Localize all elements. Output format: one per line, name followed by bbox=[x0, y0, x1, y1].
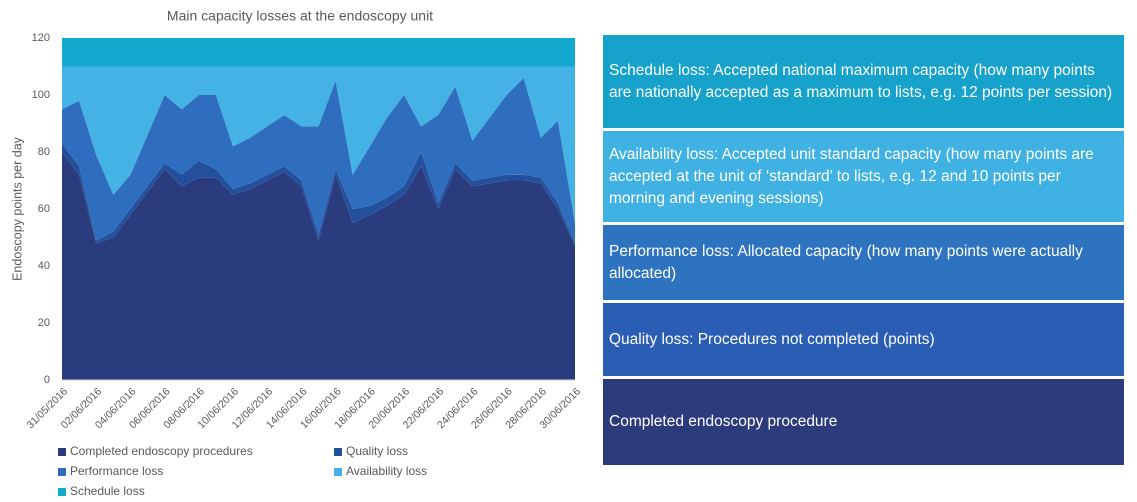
explanation-text: Quality loss: Procedures not completed (… bbox=[609, 330, 935, 348]
chart-title: Main capacity losses at the endoscopy un… bbox=[167, 8, 433, 24]
explanation-text: Performance loss: Allocated capacity (ho… bbox=[609, 242, 1083, 282]
area bbox=[62, 77, 575, 244]
area bbox=[62, 66, 575, 224]
y-axis-label: Endoscopy points per day bbox=[10, 136, 24, 281]
explanation-box: Completed endoscopy procedure bbox=[603, 379, 1124, 465]
explanation-box: Quality loss: Procedures not completed (… bbox=[603, 303, 1124, 376]
y-tick-label: 60 bbox=[38, 203, 50, 215]
area bbox=[62, 38, 575, 67]
legend-label: Performance loss bbox=[70, 464, 163, 478]
y-tick-label: 0 bbox=[44, 374, 50, 386]
area bbox=[62, 143, 575, 247]
chart: Main capacity losses at the endoscopy un… bbox=[10, 8, 583, 498]
explanation-box: Schedule loss: Accepted national maximum… bbox=[603, 35, 1124, 128]
legend-swatch bbox=[334, 448, 342, 456]
explanation-text: Completed endoscopy procedure bbox=[609, 413, 838, 430]
explanation-box: Performance loss: Allocated capacity (ho… bbox=[603, 225, 1124, 300]
area bbox=[62, 152, 575, 380]
legend-swatch bbox=[334, 468, 342, 476]
legend-label: Availability loss bbox=[346, 464, 427, 478]
y-tick-label: 80 bbox=[38, 146, 50, 158]
legend-swatch bbox=[58, 488, 66, 496]
y-tick-label: 120 bbox=[32, 32, 50, 44]
explanation-text: Schedule loss: Accepted national maximum… bbox=[609, 61, 1113, 101]
y-tick-label: 100 bbox=[32, 89, 50, 101]
explanation-text: Availability loss: Accepted unit standar… bbox=[609, 145, 1094, 207]
legend-swatch bbox=[58, 468, 66, 476]
legend-label: Completed endoscopy procedures bbox=[70, 444, 253, 458]
legend-label: Schedule loss bbox=[70, 484, 145, 498]
y-tick-label: 40 bbox=[38, 260, 50, 272]
y-tick-label: 20 bbox=[38, 317, 50, 329]
legend-label: Quality loss bbox=[346, 444, 408, 458]
legend-swatch bbox=[58, 448, 66, 456]
explanation-box: Availability loss: Accepted unit standar… bbox=[603, 131, 1124, 222]
